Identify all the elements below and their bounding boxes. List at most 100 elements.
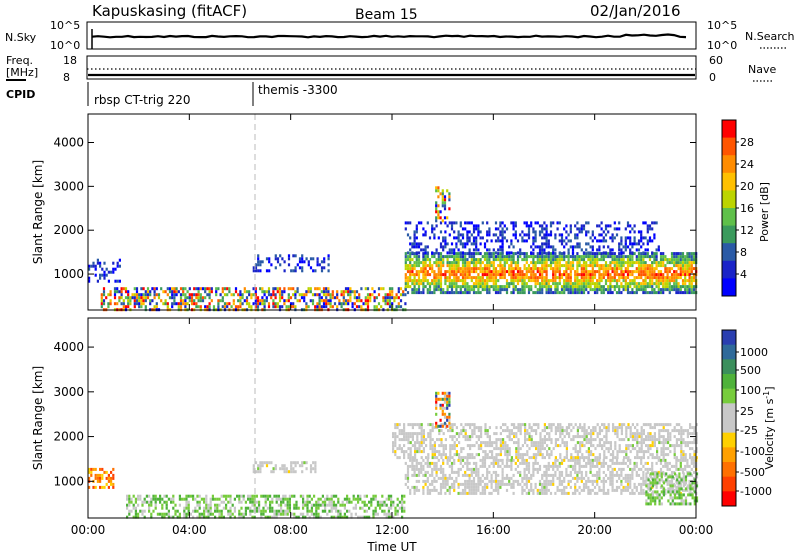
echo-cell	[286, 506, 289, 510]
echo-cell	[392, 450, 395, 454]
echo-cell	[505, 239, 509, 243]
echo-cell	[446, 488, 449, 492]
echo-cell	[230, 305, 233, 309]
echo-cell	[472, 264, 476, 268]
echo-cell	[320, 260, 324, 264]
echo-cell	[569, 458, 572, 462]
echo-cell	[525, 461, 528, 465]
echo-cell	[675, 285, 678, 289]
echo-cell	[532, 270, 535, 274]
echo-cell	[163, 500, 166, 504]
echo-cell	[612, 450, 615, 454]
echo-cell	[565, 224, 568, 228]
echo-cell	[399, 299, 403, 303]
echo-cell	[631, 264, 634, 268]
echo-cell	[549, 233, 553, 237]
echo-cell	[464, 273, 467, 277]
echo-cell	[455, 236, 458, 240]
echo-cell	[497, 258, 500, 262]
echo-cell	[426, 485, 429, 489]
echo-cell	[675, 458, 678, 462]
echo-cell	[413, 458, 416, 462]
echo-cell	[311, 302, 315, 306]
echo-cell	[285, 470, 288, 474]
echo-cell	[428, 461, 432, 465]
echo-cell	[525, 224, 528, 228]
echo-cell	[534, 461, 537, 465]
echo-cell	[565, 264, 568, 268]
echo-cell	[429, 441, 432, 445]
echo-cell	[477, 230, 480, 234]
echo-cell	[387, 512, 390, 516]
echo-cell	[382, 299, 385, 303]
echo-cell	[453, 441, 456, 445]
echo-cell	[365, 509, 368, 513]
echo-cell	[466, 242, 469, 246]
echo-cell	[477, 476, 480, 480]
echo-cell	[287, 263, 291, 267]
echo-cell	[257, 464, 260, 468]
echo-cell	[148, 503, 151, 507]
echo-cell	[99, 467, 102, 471]
echo-cell	[415, 230, 418, 234]
echo-cell	[398, 432, 401, 436]
echo-cell	[534, 285, 537, 289]
echo-cell	[525, 473, 528, 477]
echo-cell	[206, 287, 209, 291]
echo-cell	[288, 500, 291, 504]
echo-cell	[633, 291, 636, 295]
echo-cell	[499, 270, 502, 274]
echo-cell	[557, 444, 560, 448]
echo-cell	[594, 447, 597, 451]
echo-cell	[442, 288, 445, 292]
echo-cell	[207, 506, 210, 510]
echo-cell	[383, 503, 386, 507]
echo-cell	[398, 456, 401, 460]
echo-cell	[504, 441, 507, 445]
echo-cell	[479, 236, 482, 240]
echo-cell	[589, 258, 592, 262]
echo-cell	[677, 458, 680, 462]
echo-cell	[539, 435, 542, 439]
echo-cell	[673, 273, 676, 277]
echo-cell	[464, 491, 467, 495]
echo-cell	[576, 291, 579, 295]
echo-cell	[415, 479, 418, 483]
echo-cell	[229, 509, 232, 513]
echo-cell	[491, 450, 494, 454]
echo-cell	[569, 485, 572, 489]
echo-cell	[550, 438, 553, 442]
echo-cell	[455, 258, 458, 262]
echo-cell	[523, 470, 526, 474]
echo-cell	[348, 509, 351, 513]
echo-cell	[157, 293, 161, 297]
echo-cell	[527, 224, 531, 228]
echo-cell	[499, 276, 502, 280]
echo-cell	[438, 450, 441, 454]
echo-cell	[428, 464, 432, 468]
echo-cell	[453, 279, 456, 283]
echo-cell	[411, 435, 414, 439]
echo-cell	[401, 503, 404, 507]
echo-cell	[165, 506, 168, 510]
echo-cell	[527, 470, 531, 474]
echo-cell	[690, 255, 693, 259]
echo-cell	[490, 261, 493, 265]
echo-cell	[532, 441, 535, 445]
echo-cell	[327, 293, 330, 297]
echo-cell	[536, 261, 539, 265]
echo-cell	[501, 258, 504, 262]
echo-cell	[614, 447, 617, 451]
echo-cell	[510, 264, 513, 268]
echo-cell	[435, 186, 438, 190]
echo-cell	[536, 288, 539, 292]
echo-cell	[477, 276, 480, 280]
echo-cell	[433, 252, 436, 256]
echo-cell	[565, 432, 568, 436]
echo-cell	[502, 423, 505, 427]
echo-cell	[609, 276, 612, 280]
echo-cell	[99, 485, 102, 489]
echo-cell	[457, 458, 460, 462]
echo-cell	[607, 450, 610, 454]
echo-cell	[493, 432, 496, 436]
